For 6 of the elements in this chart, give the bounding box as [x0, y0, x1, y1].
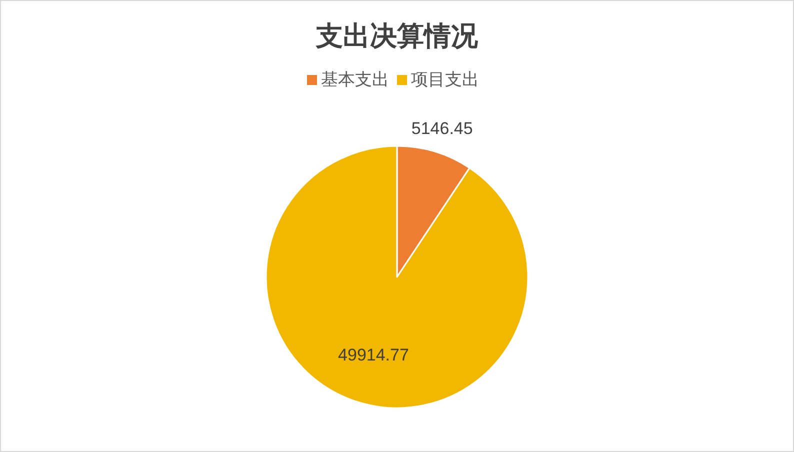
- legend-label: 基本支出: [321, 70, 389, 90]
- data-label: 49914.77: [338, 346, 409, 365]
- legend-label: 项目支出: [411, 70, 479, 90]
- data-label: 5146.45: [411, 118, 473, 138]
- chart-title: 支出决算情况: [315, 21, 479, 52]
- pie-slice: [265, 145, 529, 409]
